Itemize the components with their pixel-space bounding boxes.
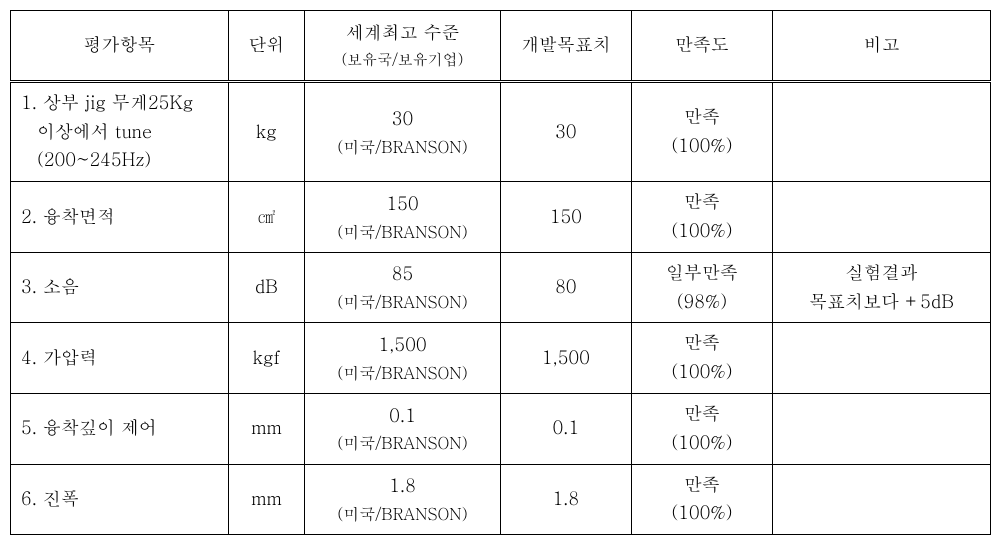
satisfy-line1: 만족: [632, 471, 773, 500]
world-line2: (미국/BRANSON): [305, 430, 500, 456]
eval-line1: 2. 융착면적: [21, 203, 228, 232]
satisfy-line1: 만족: [632, 329, 773, 358]
world-line1: 1,500: [305, 331, 500, 360]
cell-unit: dB: [228, 252, 304, 323]
remark-line2: 목표치보다 +5dB: [773, 288, 990, 317]
satisfy-line2: (100%): [632, 358, 773, 387]
header-satisfy-text: 만족도: [675, 32, 729, 57]
header-target-text: 개발목표치: [521, 32, 611, 57]
cell-eval: 5. 융착깊이 제어: [11, 393, 229, 464]
satisfy-line1: 만족: [632, 400, 773, 429]
cell-world: 0.1 (미국/BRANSON): [304, 393, 500, 464]
eval-line2: 이상에서 tune: [21, 118, 228, 147]
world-line2: (미국/BRANSON): [305, 289, 500, 315]
eval-line1: 4. 가압력: [21, 344, 228, 373]
table-row: 1. 상부 jig 무게25Kg 이상에서 tune (200~245Hz) k…: [11, 81, 991, 181]
cell-world: 30 (미국/BRANSON): [304, 81, 500, 181]
world-line2: (미국/BRANSON): [305, 360, 500, 386]
header-eval-text: 평가항목: [83, 32, 155, 57]
world-line1: 30: [305, 105, 500, 134]
cell-satisfy: 만족 (100%): [631, 393, 773, 464]
cell-world: 1.8 (미국/BRANSON): [304, 464, 500, 535]
cell-unit: kgf: [228, 323, 304, 394]
satisfy-line2: (100%): [632, 499, 773, 528]
header-unit-text: 단위: [248, 32, 284, 57]
header-remark-text: 비고: [864, 32, 900, 57]
cell-eval: 4. 가압력: [11, 323, 229, 394]
world-line2: (미국/BRANSON): [305, 219, 500, 245]
cell-remark: [773, 81, 991, 181]
header-eval: 평가항목: [11, 11, 229, 82]
cell-eval: 3. 소음: [11, 252, 229, 323]
world-line1: 85: [305, 260, 500, 289]
header-remark: 비고: [773, 11, 991, 82]
cell-remark: [773, 323, 991, 394]
table-body: 1. 상부 jig 무게25Kg 이상에서 tune (200~245Hz) k…: [11, 81, 991, 534]
table-row: 5. 융착깊이 제어 mm 0.1 (미국/BRANSON) 0.1 만족 (1…: [11, 393, 991, 464]
cell-remark: [773, 182, 991, 253]
satisfy-line2: (100%): [632, 217, 773, 246]
header-world-main: 세계최고 수준: [309, 19, 496, 48]
eval-line1: 6. 진폭: [21, 485, 228, 514]
cell-world: 150 (미국/BRANSON): [304, 182, 500, 253]
table-row: 4. 가압력 kgf 1,500 (미국/BRANSON) 1,500 만족 (…: [11, 323, 991, 394]
eval-line1: 5. 융착깊이 제어: [21, 414, 228, 443]
cell-eval: 6. 진폭: [11, 464, 229, 535]
cell-remark: [773, 464, 991, 535]
cell-satisfy: 만족 (100%): [631, 464, 773, 535]
header-world: 세계최고 수준 (보유국/보유기업): [304, 11, 500, 82]
satisfy-line1: 만족: [632, 103, 773, 132]
header-satisfy: 만족도: [631, 11, 773, 82]
cell-unit: kg: [228, 81, 304, 181]
header-world-sub: (보유국/보유기업): [309, 48, 496, 72]
cell-unit: mm: [228, 393, 304, 464]
cell-target: 1,500: [500, 323, 631, 394]
eval-line1: 1. 상부 jig 무게25Kg: [21, 89, 228, 118]
world-line2: (미국/BRANSON): [305, 501, 500, 527]
cell-remark: [773, 393, 991, 464]
satisfy-line2: (100%): [632, 132, 773, 161]
cell-satisfy: 만족 (100%): [631, 81, 773, 181]
cell-target: 80: [500, 252, 631, 323]
cell-world: 85 (미국/BRANSON): [304, 252, 500, 323]
cell-eval: 1. 상부 jig 무게25Kg 이상에서 tune (200~245Hz): [11, 81, 229, 181]
table-row: 2. 융착면적 ㎠ 150 (미국/BRANSON) 150 만족 (100%): [11, 182, 991, 253]
table-row: 3. 소음 dB 85 (미국/BRANSON) 80 일부만족 (98%) 실…: [11, 252, 991, 323]
cell-target: 0.1: [500, 393, 631, 464]
satisfy-line1: 일부만족: [632, 259, 773, 288]
world-line1: 150: [305, 190, 500, 219]
cell-unit: ㎠: [228, 182, 304, 253]
cell-eval: 2. 융착면적: [11, 182, 229, 253]
eval-line3: (200~245Hz): [21, 146, 228, 175]
world-line2: (미국/BRANSON): [305, 134, 500, 160]
table-header-row: 평가항목 단위 세계최고 수준 (보유국/보유기업) 개발목표치 만족도 비고: [11, 11, 991, 82]
eval-line1: 3. 소음: [21, 273, 228, 302]
cell-world: 1,500 (미국/BRANSON): [304, 323, 500, 394]
cell-target: 1.8: [500, 464, 631, 535]
cell-satisfy: 일부만족 (98%): [631, 252, 773, 323]
evaluation-table: 평가항목 단위 세계최고 수준 (보유국/보유기업) 개발목표치 만족도 비고 …: [10, 10, 991, 535]
cell-satisfy: 만족 (100%): [631, 323, 773, 394]
remark-line1: 실험결과: [773, 259, 990, 288]
header-target: 개발목표치: [500, 11, 631, 82]
cell-remark: 실험결과 목표치보다 +5dB: [773, 252, 991, 323]
cell-unit: mm: [228, 464, 304, 535]
cell-target: 150: [500, 182, 631, 253]
satisfy-line1: 만족: [632, 188, 773, 217]
cell-satisfy: 만족 (100%): [631, 182, 773, 253]
table-row: 6. 진폭 mm 1.8 (미국/BRANSON) 1.8 만족 (100%): [11, 464, 991, 535]
world-line1: 1.8: [305, 472, 500, 501]
header-unit: 단위: [228, 11, 304, 82]
cell-target: 30: [500, 81, 631, 181]
satisfy-line2: (98%): [632, 288, 773, 317]
world-line1: 0.1: [305, 402, 500, 431]
satisfy-line2: (100%): [632, 429, 773, 458]
